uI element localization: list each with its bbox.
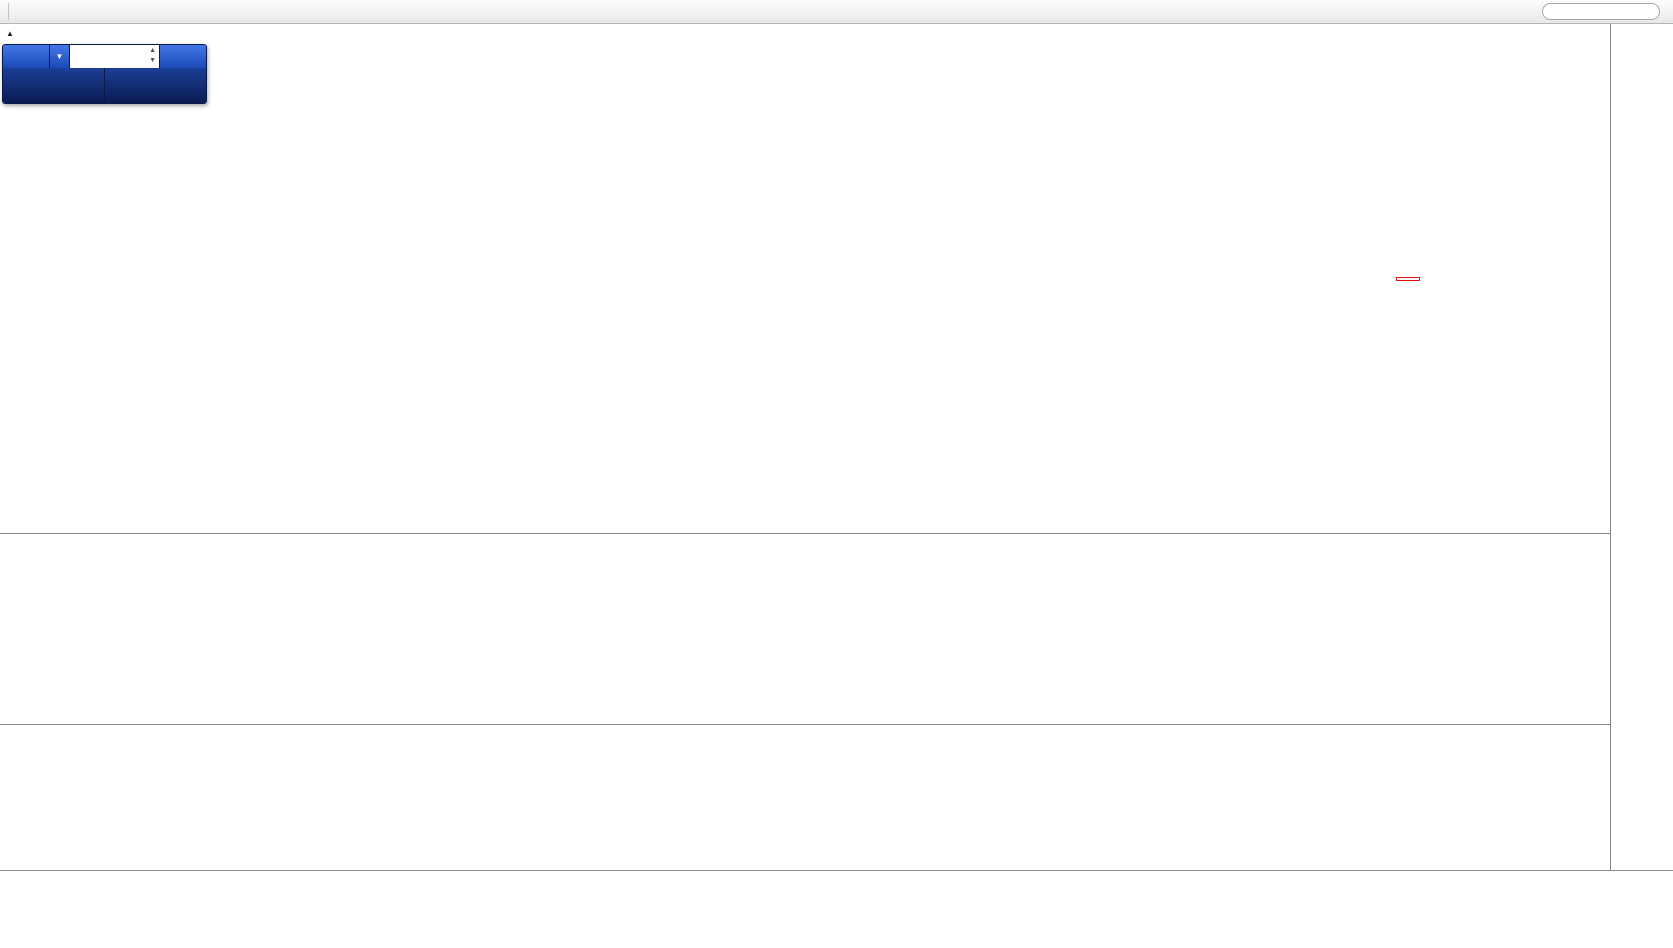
one-click-top-row: ▼ ▲ ▼ <box>3 45 206 68</box>
panel-divider[interactable] <box>0 533 1673 534</box>
sell-button[interactable] <box>3 45 50 68</box>
buy-price[interactable] <box>105 68 206 103</box>
chart-title: ▲ <box>6 29 28 38</box>
price-callout-label <box>1396 277 1420 281</box>
sell-price[interactable] <box>3 68 105 103</box>
toolbar <box>0 0 1673 24</box>
search-box[interactable] <box>1542 3 1660 20</box>
main-chart[interactable] <box>0 24 1610 533</box>
one-click-prices <box>3 68 206 103</box>
search-input[interactable] <box>1553 4 1653 19</box>
volume-stepper[interactable]: ▲ ▼ <box>149 47 156 64</box>
volume-input[interactable]: ▲ ▼ <box>70 45 159 68</box>
date-axis[interactable] <box>0 871 1673 888</box>
panel-divider[interactable] <box>0 724 1673 725</box>
search-area <box>1542 3 1669 20</box>
panel-collapse-icon[interactable]: ▲ <box>6 29 14 38</box>
rsi-panel[interactable] <box>0 725 1610 870</box>
price-scale[interactable] <box>1610 24 1673 870</box>
buy-button[interactable] <box>159 45 206 68</box>
one-click-trading-panel: ▼ ▲ ▼ <box>2 44 207 104</box>
toolbar-separator <box>8 3 9 20</box>
macd-panel[interactable] <box>0 534 1610 724</box>
panel-divider[interactable] <box>0 870 1673 871</box>
order-type-dropdown[interactable]: ▼ <box>50 45 70 68</box>
